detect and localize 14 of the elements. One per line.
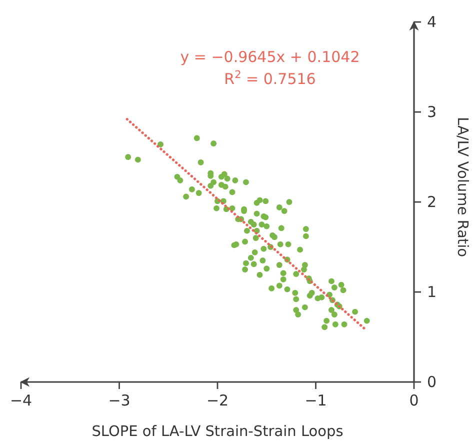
x-tick-label: −3 bbox=[108, 392, 130, 410]
x-tick-label: −2 bbox=[206, 392, 229, 410]
x-tick-label: 0 bbox=[409, 392, 419, 410]
annotation: y = −0.9645x + 0.1042 bbox=[180, 48, 360, 66]
x-tick-label: −4 bbox=[10, 392, 32, 410]
y-tick-label: 3 bbox=[427, 102, 437, 121]
y-tick-label: 4 bbox=[427, 12, 437, 31]
x-axis-title: SLOPE of LA-LV Strain-Strain Loops bbox=[92, 424, 344, 440]
y-tick-label: 1 bbox=[427, 282, 437, 301]
x-tick-label: −1 bbox=[304, 392, 327, 410]
annotation: R$^{2}$ = 0.7516 bbox=[224, 69, 316, 88]
y-tick-label: 2 bbox=[427, 192, 437, 211]
y-axis-title: LA/LV Volume Ratio bbox=[454, 117, 470, 258]
y-tick-label: 0 bbox=[427, 372, 437, 391]
